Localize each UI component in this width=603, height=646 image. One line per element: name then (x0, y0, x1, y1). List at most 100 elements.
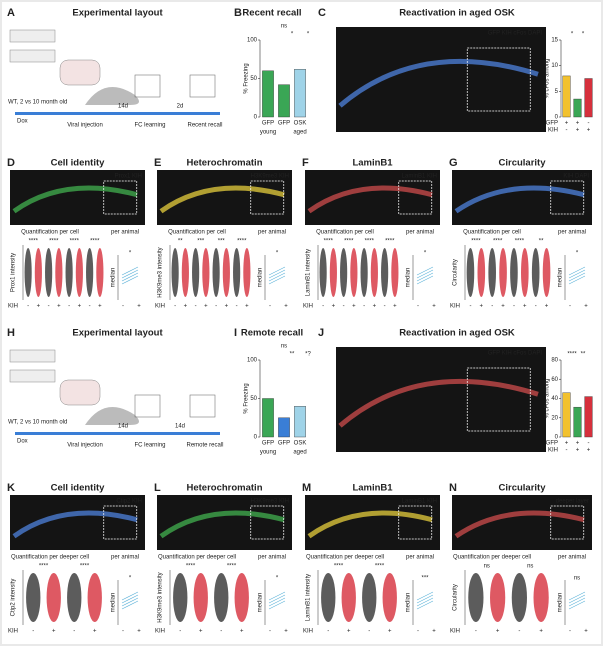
panel-title: Recent recall (242, 8, 301, 19)
subtitle: per animal (558, 230, 586, 236)
x-tick-label: GFP (262, 121, 274, 127)
panel-title: Cell identity (51, 158, 106, 169)
violin (34, 248, 42, 297)
x-mark: + (137, 304, 141, 310)
x-mark: + (388, 629, 392, 635)
row-mark: + (576, 121, 580, 127)
significance: **** (567, 352, 577, 358)
image-field-tissue (159, 185, 285, 214)
median-label: median (558, 593, 564, 613)
x-mark: + (225, 304, 229, 310)
x-mark: + (78, 304, 82, 310)
significance: ns (574, 576, 580, 582)
bar (584, 396, 593, 438)
x-name: KIH (450, 629, 460, 635)
x-mark: + (52, 629, 56, 635)
group-label: young (260, 130, 276, 136)
median-label: median (558, 268, 564, 288)
y-tick-label: 100 (247, 358, 258, 364)
x-tick-label: GFP (262, 441, 274, 447)
image-field-tissue (454, 510, 585, 539)
violin (202, 248, 210, 297)
violin (46, 573, 61, 622)
y-tick-label: 50 (250, 76, 257, 82)
row-mark: + (565, 121, 569, 127)
panel-letter: I (234, 327, 237, 339)
x-mark: - (89, 304, 91, 310)
significance: **** (471, 239, 481, 245)
animal-line (121, 594, 139, 604)
significance: **** (80, 564, 90, 570)
vector-box (9, 29, 56, 43)
image-field-inset (250, 180, 285, 215)
x-mark: - (363, 304, 365, 310)
panel-letter: C (318, 7, 326, 19)
panel-letter: J (318, 327, 324, 339)
channel-label: GFP KIH cFos DAPI (488, 31, 543, 37)
significance: **** (237, 239, 247, 245)
x-mark: - (343, 304, 345, 310)
x-mark: + (432, 304, 436, 310)
panel-title: Experimental layout (72, 8, 163, 19)
y-tick-label: 0 (254, 115, 258, 121)
violin (490, 573, 506, 622)
significance: **** (385, 239, 395, 245)
subtitle: Quantification per deeper cell (11, 555, 89, 561)
image-field (10, 170, 145, 225)
panel-letter: M (302, 482, 311, 494)
significance: ns (281, 24, 287, 30)
y-tick-label: 40 (551, 396, 558, 402)
x-mark: + (240, 629, 244, 635)
image-field-inset (550, 505, 585, 540)
significance: **** (90, 239, 100, 245)
image-field-tissue (307, 185, 433, 214)
channel-label: KIH DAPI (563, 174, 589, 180)
x-mark: - (569, 629, 571, 635)
y-axis-label: Prox1 intensity (11, 253, 17, 292)
channel-label: Ctip2 KIH (116, 499, 142, 505)
x-mark: + (98, 304, 102, 310)
y-axis-label: % cFos among (545, 378, 551, 418)
row-mark: + (587, 448, 591, 454)
bar (573, 98, 582, 118)
panel-letter: E (154, 157, 161, 169)
bar (573, 406, 582, 438)
violin (234, 573, 249, 622)
x-mark: - (48, 304, 50, 310)
image-field (305, 495, 440, 550)
cage (134, 394, 161, 418)
x-mark: + (584, 629, 588, 635)
y-axis-label: Circularity (453, 259, 459, 286)
significance: **** (515, 239, 525, 245)
row-label: KIH (548, 448, 558, 454)
violin (222, 248, 230, 297)
image-field-inset (103, 180, 138, 215)
x-mark: - (569, 304, 571, 310)
x-mark: + (137, 629, 141, 635)
panel-letter: L (154, 482, 161, 494)
subtitle: Quantification per deeper cell (453, 555, 531, 561)
animal-line (568, 272, 586, 282)
y-tick-label: 0 (254, 435, 258, 441)
vector-box (9, 349, 56, 363)
timeline-label: 2d (177, 104, 184, 110)
image-field-tissue (307, 510, 433, 539)
timeline-label: 14d (175, 424, 185, 430)
violin (340, 248, 348, 297)
timeline-label: Remote recall (186, 443, 223, 449)
median-label: median (111, 593, 117, 613)
violin (173, 573, 188, 622)
x-name: KIH (303, 304, 313, 310)
bar (562, 75, 571, 118)
significance: * (276, 251, 279, 257)
significance: ns (281, 344, 287, 350)
animal-line (268, 597, 286, 607)
x-mark: - (417, 304, 419, 310)
timeline-label: 14d (118, 104, 128, 110)
subtitle: Quantification per deeper cell (306, 555, 384, 561)
y-axis-label: Circularity (453, 584, 459, 611)
x-mark: - (122, 304, 124, 310)
significance: **** (493, 239, 503, 245)
violin (193, 573, 208, 622)
violin (55, 248, 63, 297)
